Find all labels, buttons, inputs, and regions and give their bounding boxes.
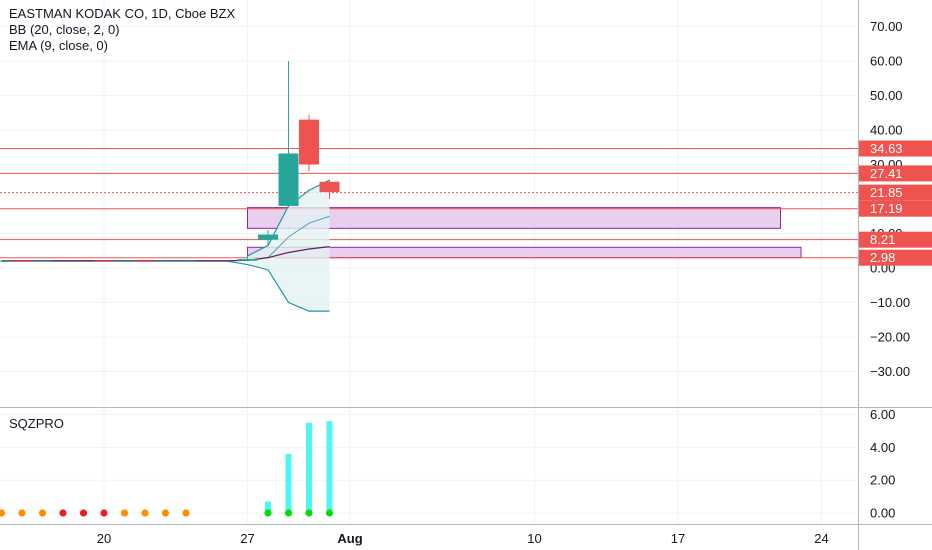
level-tag-bg <box>859 249 932 266</box>
level-tag-label: 34.63 <box>870 141 903 156</box>
zone-box <box>247 207 781 229</box>
time-tick-label: 17 <box>671 531 685 546</box>
sqz-dot <box>141 509 149 517</box>
sqz-bar <box>265 501 271 513</box>
level-tag: 17.19 <box>859 200 932 217</box>
price-tick-label: −10.00 <box>870 295 910 310</box>
price-tick-label: 50.00 <box>870 88 903 103</box>
candle <box>176 260 196 262</box>
time-tick-label: 24 <box>814 531 828 546</box>
ema-legend: EMA (9, close, 0) <box>9 38 108 53</box>
level-tag-label: 27.41 <box>870 166 903 181</box>
time-tick-label: 20 <box>97 531 111 546</box>
time-tick-label: 27 <box>240 531 254 546</box>
level-tag-label: 21.85 <box>870 185 903 200</box>
candle-body <box>278 153 299 206</box>
candle <box>155 260 176 262</box>
candle-body <box>258 234 278 240</box>
sqz-bar <box>285 453 292 513</box>
axes: 70.0060.0050.0040.0030.0020.0010.000.00−… <box>97 19 910 546</box>
price-tick-label: −30.00 <box>870 364 910 379</box>
candle <box>114 260 135 262</box>
sqz-tick-label: 6.00 <box>870 407 895 422</box>
time-tick-label: 10 <box>527 531 541 546</box>
price-tick-label: −20.00 <box>870 330 910 345</box>
sqz-dot <box>120 509 129 517</box>
level-tag-label: 8.21 <box>870 232 895 247</box>
sqz-dot <box>100 509 108 517</box>
candle-body <box>237 259 258 261</box>
candle <box>319 180 340 199</box>
candle-body <box>32 260 53 262</box>
bollinger-bands <box>1 179 330 312</box>
candle-body <box>94 260 114 262</box>
candle <box>94 260 114 262</box>
level-tag: 2.98 <box>859 249 932 266</box>
level-tag-bg <box>859 200 932 217</box>
candle-body <box>12 260 32 262</box>
zone-box <box>247 246 802 259</box>
time-tick-label: Aug <box>337 531 362 546</box>
level-tag-bg <box>859 231 932 248</box>
candle-body <box>319 181 340 193</box>
sqz-dot <box>182 509 190 517</box>
sqz-dot <box>0 509 6 517</box>
candle <box>237 256 258 262</box>
sqz-dot <box>325 509 334 517</box>
candle <box>299 114 319 172</box>
candlestick-series <box>0 61 340 262</box>
level-tag: 21.85 <box>859 184 932 201</box>
sqz-tick-label: 0.00 <box>870 506 895 521</box>
sqz-tick-label: 4.00 <box>870 440 895 455</box>
sqz-dot <box>79 509 88 517</box>
level-tag-bg <box>859 184 932 201</box>
sqz-dot <box>305 509 313 517</box>
level-tag: 27.41 <box>859 165 932 182</box>
sqz-dot <box>161 509 170 517</box>
bb-legend: BB (20, close, 2, 0) <box>9 22 120 37</box>
level-tag-bg <box>859 140 932 157</box>
candle-body <box>114 260 135 262</box>
level-tag: 34.63 <box>859 140 932 157</box>
price-tick-label: 70.00 <box>870 19 903 34</box>
sqz-dot <box>284 509 293 517</box>
sqz-dot <box>18 509 26 517</box>
candle-body <box>176 260 196 262</box>
price-levels <box>0 148 858 259</box>
sqzpro-series <box>0 421 334 517</box>
symbol-legend: EASTMAN KODAK CO, 1D, Cboe BZX <box>9 6 236 21</box>
candle-body <box>0 260 12 262</box>
candle-body <box>135 260 155 262</box>
support-zones <box>247 207 802 259</box>
bb-fill <box>247 180 330 312</box>
ema-line <box>1 246 330 262</box>
candle <box>278 61 299 208</box>
sqz-dot <box>38 509 47 517</box>
level-tag-label: 17.19 <box>870 201 903 216</box>
sqzpro-legend: SQZPRO <box>9 416 64 431</box>
candle <box>12 260 32 262</box>
sqz-bar <box>306 422 312 513</box>
sqz-tick-label: 2.00 <box>870 473 895 488</box>
sqz-bar <box>326 421 333 513</box>
level-tag-bg <box>859 165 932 182</box>
candle <box>32 260 53 262</box>
level-tag: 8.21 <box>859 231 932 248</box>
candle-body <box>155 260 176 262</box>
price-tick-label: 60.00 <box>870 54 903 69</box>
sqz-dot <box>264 509 272 517</box>
price-tick-label: 40.00 <box>870 123 903 138</box>
candle <box>0 260 12 262</box>
candle <box>135 260 155 262</box>
sqz-dot <box>59 509 67 517</box>
level-tag-label: 2.98 <box>870 250 895 265</box>
candle <box>258 230 278 246</box>
candle-body <box>299 119 319 165</box>
